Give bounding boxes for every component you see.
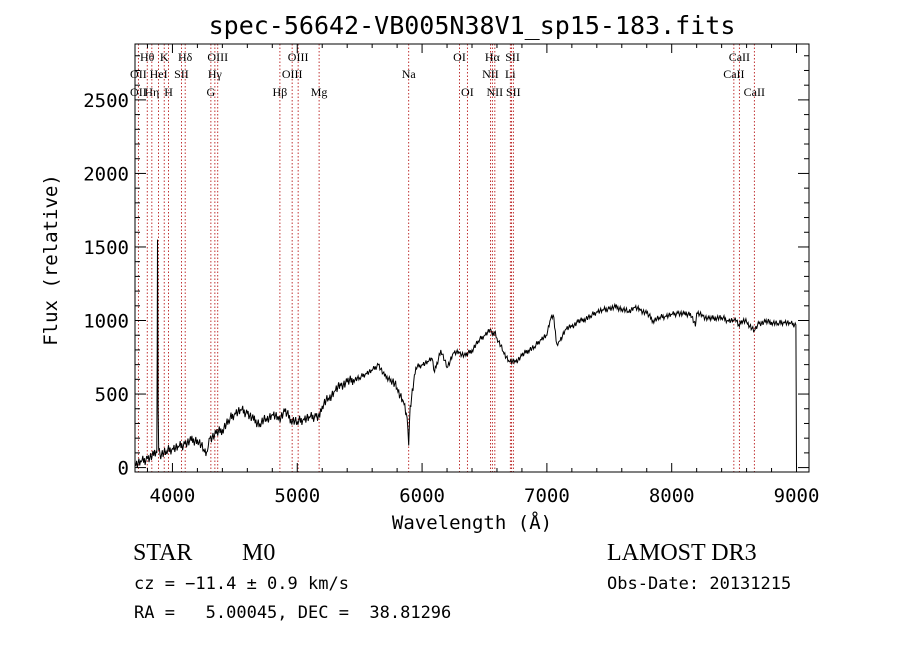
- line-label: OIII: [288, 50, 309, 64]
- x-tick-label: 6000: [399, 485, 445, 507]
- line-label: K: [160, 50, 169, 64]
- line-label: CaII: [729, 50, 750, 64]
- coordinates-text: RA = 5.00045, DEC = 38.81296: [134, 603, 452, 623]
- class-label: STAR: [133, 540, 193, 566]
- y-tick-label: 2000: [83, 163, 129, 185]
- line-labels: Hθ K Hδ OIII OIII OI Hα SII CaII OII HeI SII Hγ OIII N…: [130, 50, 765, 99]
- x-tick-label: 9000: [774, 485, 820, 507]
- chart-title: spec-56642-VB005N38V1_sp15-183.fits: [209, 11, 736, 40]
- obs-date-text: Obs-Date: 20131215: [607, 574, 792, 594]
- y-tick-label: 500: [95, 384, 129, 406]
- axis-ticks: 4000 5000 6000 7000 8000 9000 0 500 1000 1500 2000…: [83, 44, 819, 507]
- line-label: OII: [130, 67, 147, 81]
- line-label: Hγ: [208, 67, 223, 81]
- line-label: NII: [487, 85, 504, 99]
- line-label: OII: [130, 85, 147, 99]
- y-tick-label: 2500: [83, 90, 129, 112]
- x-tick-label: 4000: [150, 485, 196, 507]
- line-label: Li: [505, 67, 516, 81]
- line-label: CaII: [723, 67, 744, 81]
- x-tick-label: 8000: [649, 485, 695, 507]
- y-tick-label: 1000: [83, 311, 129, 333]
- line-label: SII: [506, 85, 521, 99]
- line-label: OI: [453, 50, 466, 64]
- line-label: SII: [505, 50, 520, 64]
- line-label: H: [164, 85, 173, 99]
- line-label: SII: [174, 67, 189, 81]
- line-label: HeI: [150, 67, 168, 81]
- spectrum-line: [134, 239, 797, 468]
- x-tick-label: 7000: [524, 485, 570, 507]
- line-label: Mg: [311, 85, 328, 99]
- line-label: Hθ: [140, 50, 155, 64]
- line-label: OIII: [282, 67, 303, 81]
- line-label: Hα: [485, 50, 501, 64]
- redshift-text: cz = −11.4 ± 0.9 km/s: [134, 574, 349, 594]
- line-label: CaII: [744, 85, 765, 99]
- line-label: NII: [482, 67, 499, 81]
- line-label: Hβ: [273, 85, 288, 99]
- spectrum-series: [134, 239, 797, 468]
- line-label: Hη: [144, 85, 159, 99]
- survey-label: LAMOST DR3: [607, 540, 757, 566]
- subclass-label: M0: [242, 540, 276, 566]
- x-tick-label: 5000: [274, 485, 320, 507]
- line-label: Hδ: [178, 50, 193, 64]
- y-tick-label: 1500: [83, 237, 129, 259]
- y-axis-label: Flux (relative): [40, 174, 62, 346]
- line-label: G: [207, 85, 216, 99]
- line-label: OIII: [207, 50, 228, 64]
- x-axis-label: Wavelength (Å): [392, 511, 552, 534]
- line-label: OI: [461, 85, 474, 99]
- y-tick-label: 0: [118, 458, 129, 480]
- emission-line-markers: [137, 44, 755, 472]
- line-label: Na: [402, 67, 417, 81]
